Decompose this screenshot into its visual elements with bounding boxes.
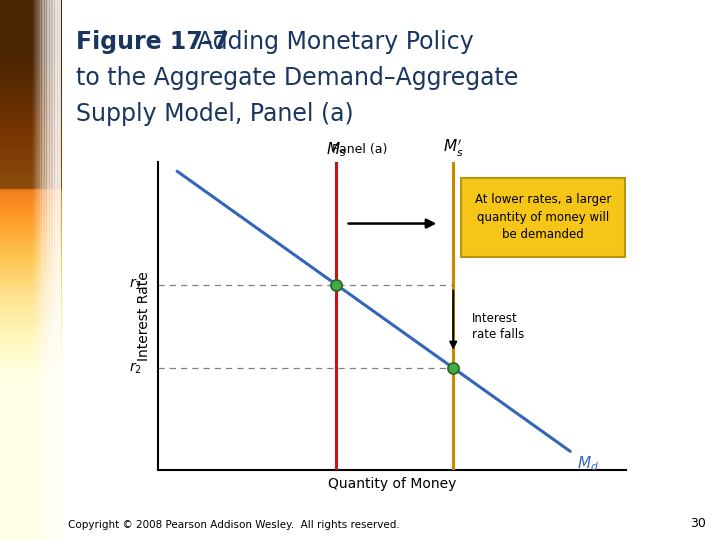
Bar <box>47 0 50 540</box>
Text: $r_2$: $r_2$ <box>129 360 142 376</box>
Bar <box>45 0 48 540</box>
Bar <box>40 0 43 540</box>
Text: Copyright © 2008 Pearson Addison Wesley.  All rights reserved.: Copyright © 2008 Pearson Addison Wesley.… <box>68 520 400 530</box>
Text: $M_d$: $M_d$ <box>577 455 599 473</box>
Bar <box>60 0 63 540</box>
Bar <box>61 0 64 540</box>
Bar <box>30 0 34 540</box>
Text: Figure 17-7: Figure 17-7 <box>76 30 229 53</box>
Bar <box>43 0 47 540</box>
Bar <box>55 0 58 540</box>
Text: 30: 30 <box>690 517 706 530</box>
Y-axis label: Interest Rate: Interest Rate <box>138 271 151 361</box>
Text: Interest
rate falls: Interest rate falls <box>472 312 524 341</box>
Bar <box>37 0 40 540</box>
Text: Panel (a): Panel (a) <box>333 143 387 156</box>
Bar <box>35 0 38 540</box>
Text: Supply Model, Panel (a): Supply Model, Panel (a) <box>76 102 354 126</box>
Bar <box>58 0 61 540</box>
X-axis label: Quantity of Money: Quantity of Money <box>328 477 456 491</box>
Bar <box>48 0 51 540</box>
Text: At lower rates, a larger
quantity of money will
be demanded: At lower rates, a larger quantity of mon… <box>475 193 611 241</box>
Text: $r_1$: $r_1$ <box>129 277 142 292</box>
Bar <box>32 0 35 540</box>
Bar <box>34 0 37 540</box>
Text: $M_s'$: $M_s'$ <box>443 138 464 159</box>
Bar <box>52 0 55 540</box>
Text: Adding Monetary Policy: Adding Monetary Policy <box>182 30 474 53</box>
Bar <box>42 0 45 540</box>
Bar <box>39 0 42 540</box>
Text: $M_s$: $M_s$ <box>326 140 346 159</box>
Bar <box>56 0 60 540</box>
Bar <box>50 0 53 540</box>
Bar <box>53 0 56 540</box>
FancyBboxPatch shape <box>462 178 626 257</box>
Text: to the Aggregate Demand–Aggregate: to the Aggregate Demand–Aggregate <box>76 66 518 90</box>
